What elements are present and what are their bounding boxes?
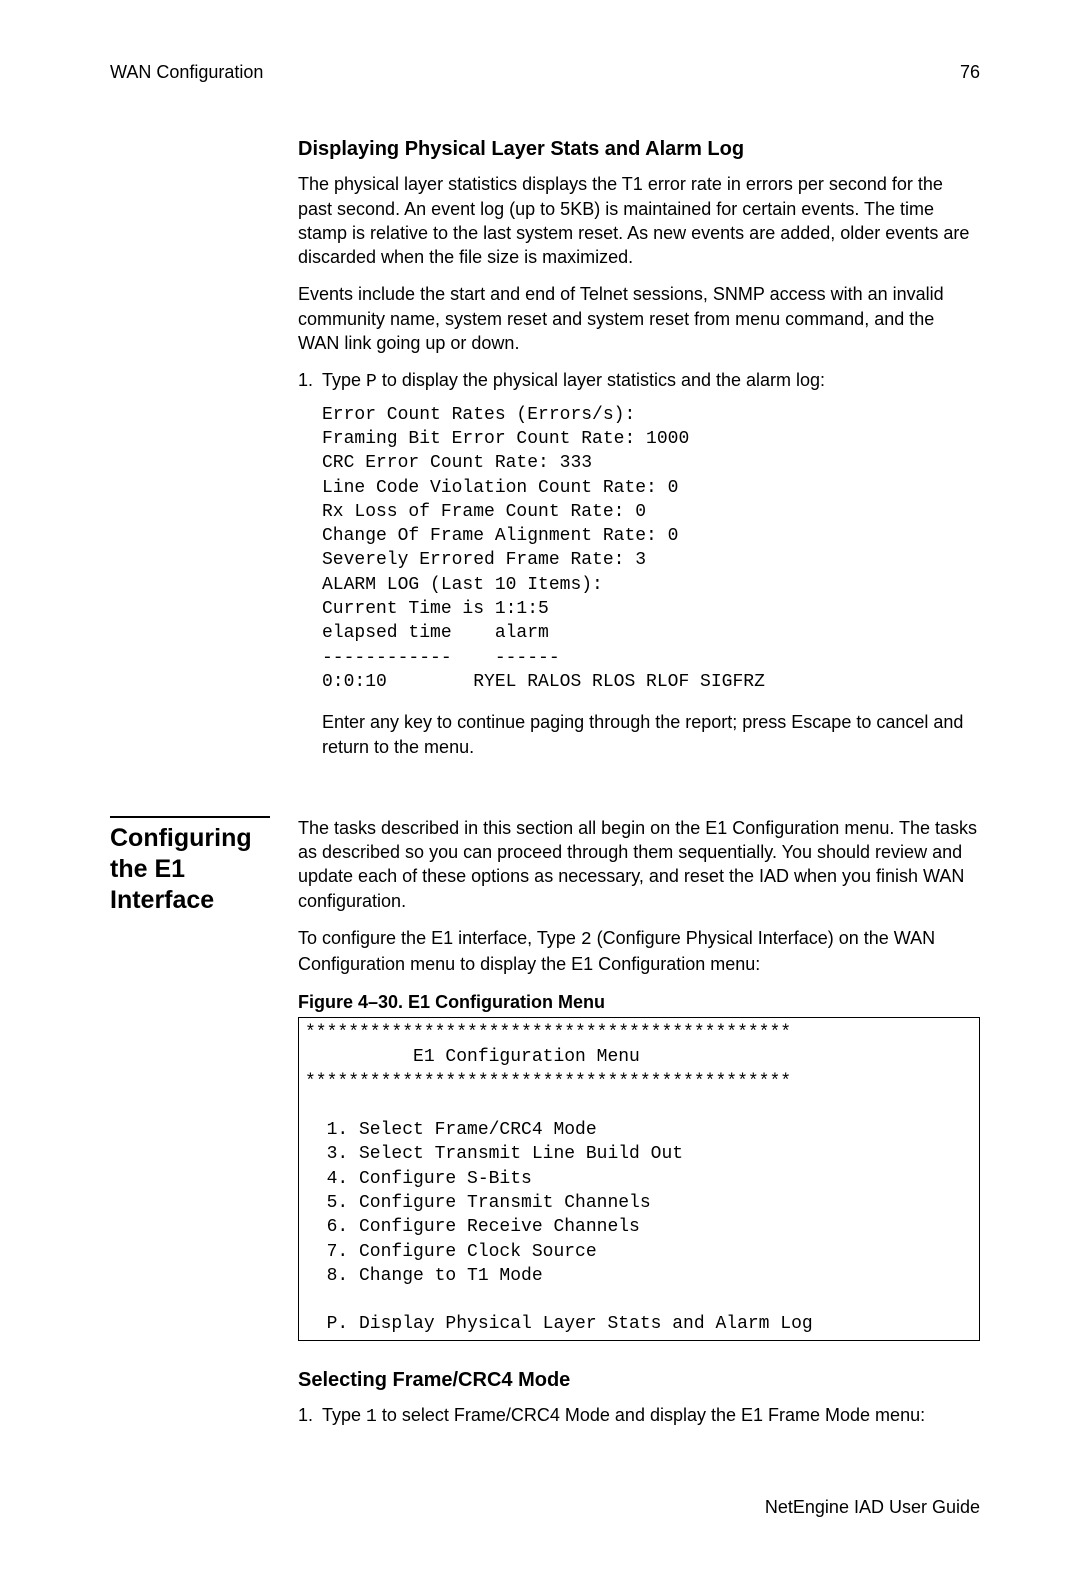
list-number: 1. bbox=[298, 1403, 322, 1429]
code-block-alarm-log: Error Count Rates (Errors/s): Framing Bi… bbox=[322, 403, 980, 695]
inline-code: P bbox=[366, 372, 377, 392]
text: to select Frame/CRC4 Mode and display th… bbox=[377, 1405, 925, 1425]
subsection-title-frame-crc4: Selecting Frame/CRC4 Mode bbox=[298, 1367, 980, 1394]
list-body: Type 1 to select Frame/CRC4 Mode and dis… bbox=[322, 1403, 980, 1429]
figure-caption: Figure 4–30. E1 Configuration Menu bbox=[298, 990, 980, 1014]
paragraph: The tasks described in this section all … bbox=[298, 816, 980, 913]
menu-box-e1-config: ****************************************… bbox=[298, 1017, 980, 1341]
inline-code: 1 bbox=[366, 1407, 377, 1427]
right-column: Displaying Physical Layer Stats and Alar… bbox=[298, 136, 980, 772]
subsection-title-physical-layer: Displaying Physical Layer Stats and Alar… bbox=[298, 136, 980, 163]
page-footer: NetEngine IAD User Guide bbox=[110, 1495, 980, 1519]
inline-code: 2 bbox=[581, 930, 592, 950]
text: Type bbox=[322, 1405, 366, 1425]
content-area: Configuring the E1 Interface The tasks d… bbox=[110, 816, 980, 1437]
text: To configure the E1 interface, Type bbox=[298, 928, 581, 948]
text: to display the physical layer statistics… bbox=[377, 370, 825, 390]
right-column: The tasks described in this section all … bbox=[298, 816, 980, 1437]
list-body: Type P to display the physical layer sta… bbox=[322, 368, 980, 394]
list-item: 1. Type 1 to select Frame/CRC4 Mode and … bbox=[298, 1403, 980, 1429]
content-area: Displaying Physical Layer Stats and Alar… bbox=[110, 136, 980, 772]
text: Type bbox=[322, 370, 366, 390]
page-header: WAN Configuration 76 bbox=[110, 60, 980, 84]
header-page: 76 bbox=[960, 60, 980, 84]
list-item: 1. Type P to display the physical layer … bbox=[298, 368, 980, 394]
left-column: Configuring the E1 Interface bbox=[110, 816, 270, 1437]
paragraph: Enter any key to continue paging through… bbox=[322, 710, 980, 759]
left-column bbox=[110, 136, 270, 772]
paragraph: The physical layer statistics displays t… bbox=[298, 172, 980, 269]
section-title-e1-interface: Configuring the E1 Interface bbox=[110, 816, 270, 917]
paragraph: Events include the start and end of Teln… bbox=[298, 282, 980, 355]
header-left: WAN Configuration bbox=[110, 60, 263, 84]
paragraph: To configure the E1 interface, Type 2 (C… bbox=[298, 926, 980, 977]
list-number: 1. bbox=[298, 368, 322, 394]
